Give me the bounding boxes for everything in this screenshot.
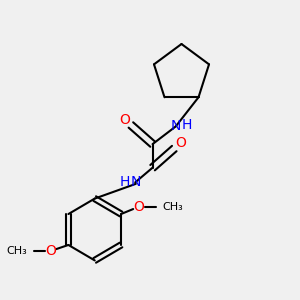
Text: H: H [120,176,130,189]
Text: O: O [46,244,56,258]
Text: O: O [119,113,130,127]
Text: CH₃: CH₃ [7,246,27,256]
Text: O: O [175,136,186,150]
Text: O: O [133,200,144,214]
Text: H: H [182,118,193,132]
Text: CH₃: CH₃ [162,202,183,212]
Text: N: N [130,176,141,189]
Text: N: N [170,119,181,134]
